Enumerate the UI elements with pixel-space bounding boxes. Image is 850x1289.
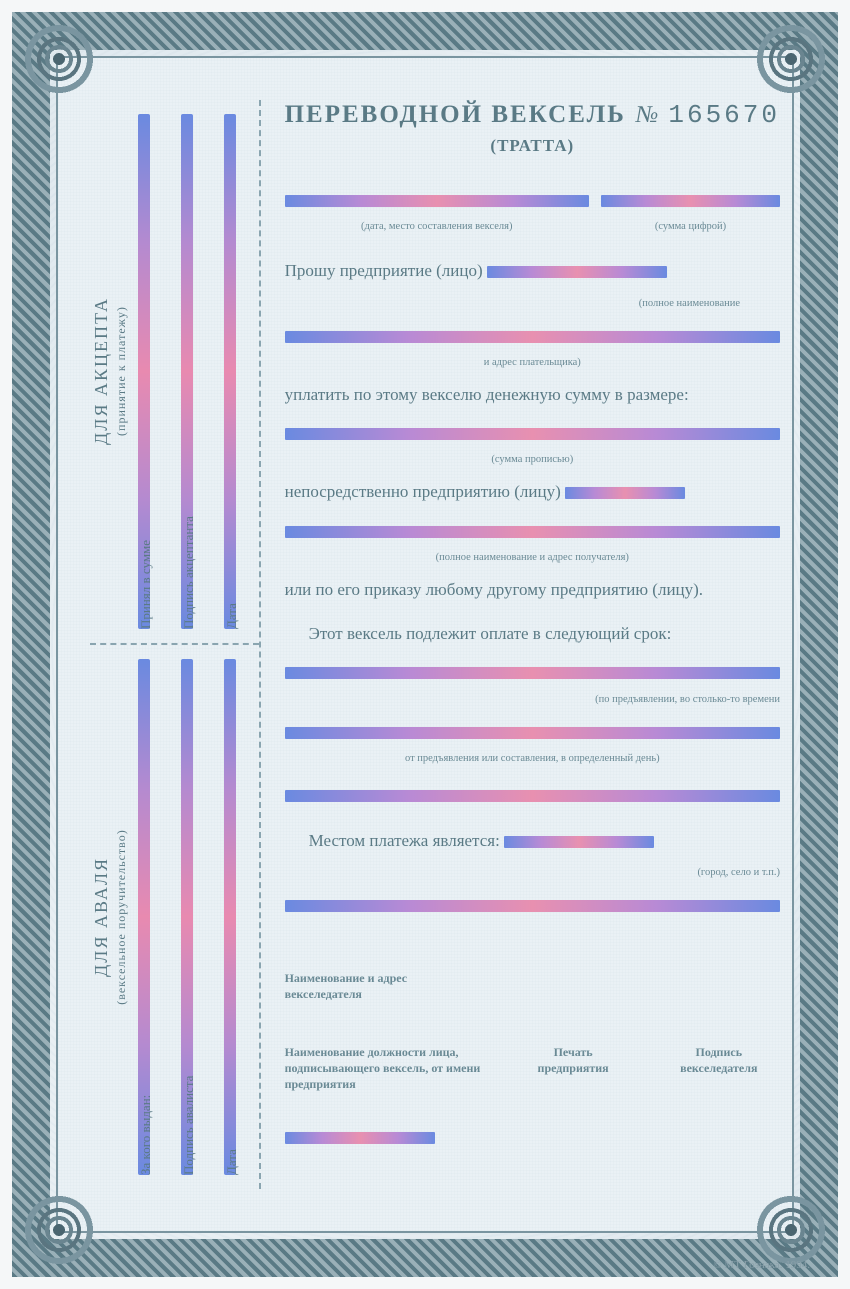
corner-ornament (746, 14, 836, 104)
aval-field: За кого выдан: (138, 659, 163, 1176)
accept-title: ДЛЯ АКЦЕПТА (принятие к платежу) (91, 297, 129, 445)
aval-field: Подпись авалиста (181, 659, 206, 1176)
drawer-name-label: Наименование и адрес векселедателя (285, 970, 465, 1002)
due-caption-1: (по предъявлении, во столько-то времени (285, 690, 780, 710)
accept-field-label: Дата (224, 603, 240, 629)
aval-field-label: За кого выдан: (138, 1095, 154, 1175)
drawer-sig-label: Подпись векселедателя (658, 1044, 780, 1076)
seal-label: Печать предприятия (519, 1044, 628, 1076)
accept-subtitle: (принятие к платежу) (114, 297, 129, 445)
payer-name-caption: (полное наименование (285, 294, 780, 314)
payee-field-short[interactable] (565, 487, 685, 499)
or-order-text: или по его приказу любому другому предпр… (285, 574, 780, 606)
aval-field-label: Дата (224, 1149, 240, 1175)
payee-field[interactable] (285, 526, 780, 538)
sum-words-field[interactable] (285, 428, 780, 440)
accept-field-label: Принял в сумме (138, 539, 154, 628)
place-text: Местом платежа является: (309, 831, 500, 850)
serial-number: 165670 (668, 100, 780, 130)
fill-line[interactable] (224, 114, 236, 629)
accept-title-text: ДЛЯ АКЦЕПТА (91, 297, 111, 445)
aval-title: ДЛЯ АВАЛЯ (вексельное поручительство) (91, 829, 129, 1005)
accept-field-label: Подпись акцептанта (181, 516, 197, 629)
body-text: (дата, место составления векселя) (сумма… (285, 184, 780, 1153)
position-label: Наименование должности лица, подписывающ… (285, 1044, 489, 1093)
document-content: ДЛЯ АКЦЕПТА (принятие к платежу) Принял … (90, 100, 780, 1189)
aval-field: Дата (224, 659, 249, 1176)
document-title: ПЕРЕВОДНОЙ ВЕКСЕЛЬ (285, 101, 626, 129)
due-text: Этот вексель подлежит оплате в следующий… (309, 624, 672, 643)
accept-fields: Принял в сумме Подпись акцептанта Дата (138, 114, 249, 629)
aval-field-label: Подпись авалиста (181, 1076, 197, 1175)
corner-ornament (14, 14, 104, 104)
signature-block: Наименование и адрес векселедателя Наиме… (285, 970, 780, 1153)
aval-fields: За кого выдан: Подпись авалиста Дата (138, 659, 249, 1176)
date-place-field[interactable] (285, 195, 589, 207)
payee-caption: (полное наименование и адрес получателя) (285, 548, 780, 568)
directly-text: непосредственно предприятию (лицу) (285, 482, 561, 501)
sum-numeric-caption: (сумма цифрой) (601, 217, 780, 237)
payer-addr-field[interactable] (285, 331, 780, 343)
accept-field: Принял в сумме (138, 114, 163, 629)
date-place-caption: (дата, место составления векселя) (285, 217, 589, 237)
place-field[interactable] (285, 900, 780, 912)
aval-title-text: ДЛЯ АВАЛЯ (91, 857, 111, 977)
fill-line[interactable] (224, 659, 236, 1176)
due-field-1[interactable] (285, 667, 780, 679)
title-row: ПЕРЕВОДНОЙ ВЕКСЕЛЬ № 165670 (285, 100, 780, 130)
aval-subtitle: (вексельное поручительство) (114, 829, 129, 1005)
main-body: ПЕРЕВОДНОЙ ВЕКСЕЛЬ № 165670 (ТРАТТА) (да… (261, 100, 780, 1189)
sum-words-caption: (сумма прописью) (285, 450, 780, 470)
accept-field: Дата (224, 114, 249, 629)
request-text: Прошу предприятие (лицо) (285, 261, 483, 280)
aval-section: ДЛЯ АВАЛЯ (вексельное поручительство) За… (90, 645, 259, 1190)
sum-numeric-field[interactable] (601, 195, 780, 207)
pay-text: уплатить по этому векселю денежную сумму… (285, 379, 780, 411)
due-caption-2: от предъявления или составления, в опред… (285, 749, 780, 769)
payer-addr-caption: и адрес плательщика) (285, 353, 780, 373)
due-field-2[interactable] (285, 727, 780, 739)
copyright: © МТ Гознака. 1994. (713, 1259, 810, 1271)
number-symbol: № (636, 102, 659, 129)
place-caption: (город, село и т.п.) (285, 863, 780, 883)
bottom-field[interactable] (285, 1132, 435, 1144)
payer-name-field[interactable] (487, 266, 667, 278)
place-field-short[interactable] (504, 836, 654, 848)
date-sum-row: (дата, место составления векселя) (сумма… (285, 184, 780, 237)
due-field-3[interactable] (285, 790, 780, 802)
corner-ornament (14, 1185, 104, 1275)
document-subtitle: (ТРАТТА) (285, 136, 780, 156)
accept-section: ДЛЯ АКЦЕПТА (принятие к платежу) Принял … (90, 100, 259, 645)
accept-field: Подпись акцептанта (181, 114, 206, 629)
sidebar: ДЛЯ АКЦЕПТА (принятие к платежу) Принял … (90, 100, 261, 1189)
